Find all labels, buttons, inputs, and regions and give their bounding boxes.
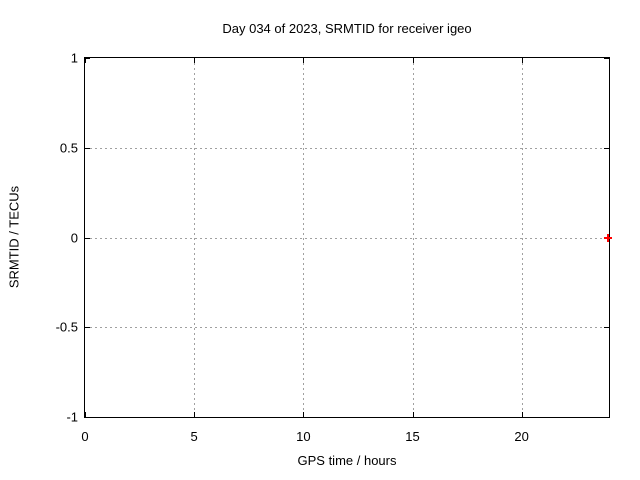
x-tick-mark bbox=[194, 58, 196, 63]
data-point-marker bbox=[603, 233, 612, 242]
y-tick-mark bbox=[604, 327, 609, 329]
y-tick-mark bbox=[85, 417, 90, 418]
x-tick-mark bbox=[303, 412, 305, 417]
h-gridline bbox=[85, 327, 609, 329]
y-tick-mark bbox=[85, 58, 90, 59]
y-tick-label: 0 bbox=[70, 230, 78, 245]
y-tick-mark bbox=[604, 58, 609, 59]
h-gridline bbox=[85, 147, 609, 149]
y-tick-mark bbox=[604, 417, 609, 418]
y-tick-mark bbox=[85, 147, 90, 149]
x-tick-label: 5 bbox=[190, 429, 198, 444]
x-tick-mark bbox=[412, 412, 414, 417]
x-tick-mark bbox=[194, 412, 196, 417]
x-tick-label: 15 bbox=[405, 429, 420, 444]
x-tick-mark bbox=[85, 58, 86, 63]
y-axis-label: SRMTID / TECUs bbox=[6, 185, 22, 289]
y-tick-mark bbox=[85, 237, 90, 239]
y-tick-mark bbox=[85, 327, 90, 329]
x-tick-label: 20 bbox=[514, 429, 529, 444]
plot-area: 0 5 10 15 20 1 0.5 0 -0.5 -1 bbox=[56, 51, 612, 444]
x-axis-label: GPS time / hours bbox=[297, 453, 397, 468]
x-tick-mark bbox=[412, 58, 414, 63]
x-tick-label: 0 bbox=[81, 429, 89, 444]
y-tick-label: 1 bbox=[70, 50, 78, 66]
x-tick-mark bbox=[85, 412, 86, 417]
y-tick-label: 0.5 bbox=[59, 140, 78, 156]
x-tick-mark bbox=[521, 58, 523, 63]
h-gridline bbox=[85, 237, 609, 239]
y-tick-label: -1 bbox=[66, 409, 78, 425]
x-tick-mark bbox=[303, 58, 305, 63]
chart-title: Day 034 of 2023, SRMTID for receiver ige… bbox=[222, 21, 472, 36]
y-tick-mark bbox=[604, 147, 609, 149]
x-tick-label: 10 bbox=[296, 429, 311, 444]
x-tick-mark bbox=[521, 412, 523, 417]
y-tick-label: -0.5 bbox=[55, 319, 78, 335]
